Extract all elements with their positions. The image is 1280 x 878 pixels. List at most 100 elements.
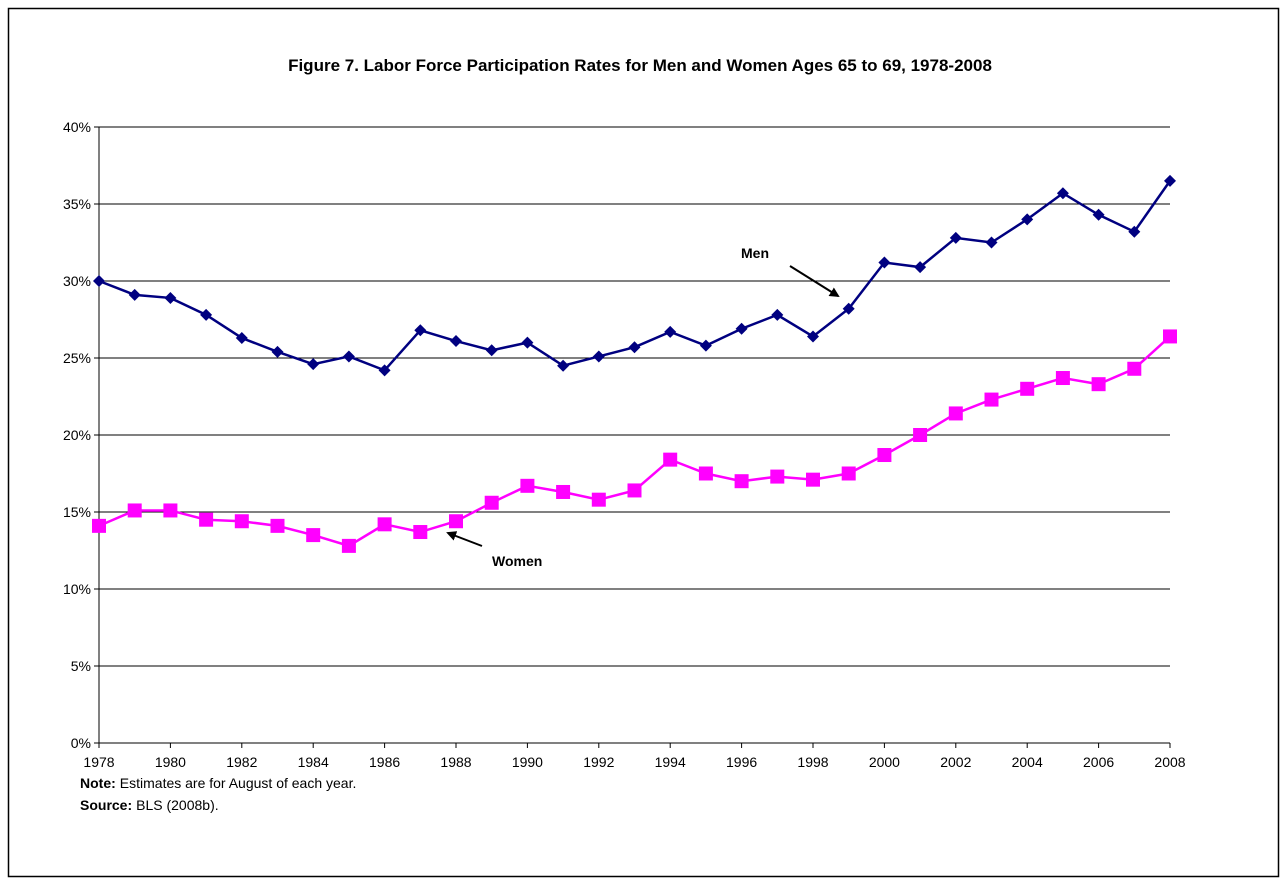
marker (200, 308, 213, 321)
marker (92, 518, 106, 533)
x-tick-label: 1978 (83, 754, 114, 770)
marker (556, 484, 571, 499)
marker (914, 261, 927, 274)
annotation: Men (741, 245, 769, 261)
x-tick-label: 2006 (1083, 754, 1114, 770)
x-tick-label: 2000 (869, 754, 900, 770)
x-tick-label: 1992 (583, 754, 614, 770)
marker (127, 503, 142, 518)
marker (270, 518, 285, 533)
marker (521, 336, 534, 349)
marker (1091, 377, 1106, 392)
marker (271, 345, 284, 358)
marker (378, 364, 391, 377)
marker (520, 478, 535, 493)
x-tick-label: 2004 (1012, 754, 1043, 770)
marker (878, 256, 891, 269)
series-line (98, 335, 1171, 548)
marker (450, 335, 462, 348)
marker (93, 275, 105, 287)
chart-title: Figure 7. Labor Force Participation Rate… (288, 56, 992, 75)
y-tick-label: 0% (71, 735, 91, 751)
marker (449, 514, 463, 529)
x-tick-label: 2002 (940, 754, 971, 770)
y-tick-label: 30% (63, 273, 91, 289)
marker (591, 492, 606, 507)
marker (485, 344, 498, 357)
marker (985, 236, 998, 249)
plot: 0% 5% 10% 15% 20% 25% 30% 35% 40% 1978 1980 1982 198… (63, 119, 1186, 770)
x-tick-label: 1988 (440, 754, 471, 770)
marker (592, 350, 605, 363)
marker (484, 495, 499, 510)
marker (842, 302, 855, 315)
marker (841, 466, 856, 481)
source: Source: BLS (2008b). (80, 797, 219, 813)
source-text: BLS (2008b). (136, 797, 219, 813)
frame (7, 7, 1280, 878)
note-text: Estimates are for August of each year. (120, 775, 357, 791)
marker (1056, 187, 1069, 200)
marker (414, 324, 427, 337)
marker (413, 525, 428, 540)
marker (1163, 329, 1177, 344)
marker (735, 322, 748, 335)
x-tick-label: 1982 (226, 754, 257, 770)
annotation: Women (492, 553, 542, 569)
y-tick-label: 40% (63, 119, 91, 135)
x-tick-label: 1990 (512, 754, 543, 770)
note: Note: Estimates are for August of each ye… (80, 775, 356, 791)
marker (734, 474, 749, 489)
marker (948, 406, 963, 421)
x-tick-label: 2008 (1154, 754, 1185, 770)
marker (164, 291, 177, 304)
y-tick-label: 5% (71, 658, 91, 674)
x-tick-label: 1986 (369, 754, 400, 770)
marker (664, 325, 677, 338)
marker (306, 528, 321, 543)
marker (342, 350, 355, 363)
marker (1127, 361, 1142, 376)
marker (949, 231, 962, 244)
marker (307, 358, 320, 371)
marker (1164, 174, 1176, 187)
marker (128, 288, 141, 301)
marker (235, 331, 248, 344)
y-tick-label: 25% (63, 350, 91, 366)
annotation-arrow (446, 531, 483, 547)
source-label: Source: (80, 797, 132, 813)
marker (377, 517, 392, 532)
marker (663, 452, 678, 467)
marker (698, 466, 713, 481)
marker (1128, 225, 1141, 238)
marker (1021, 213, 1034, 226)
marker (807, 330, 819, 343)
y-tick-label: 35% (63, 196, 91, 212)
marker (771, 308, 784, 321)
marker (1020, 381, 1035, 396)
x-tick-label: 1984 (298, 754, 329, 770)
x-tick-label: 1980 (155, 754, 186, 770)
marker (628, 341, 641, 354)
marker (806, 472, 820, 487)
x-tick-label: 1994 (655, 754, 686, 770)
marker (234, 514, 249, 529)
note-label: Note: (80, 775, 116, 791)
x-tick-label: 1998 (797, 754, 828, 770)
x-tick-label: 1996 (726, 754, 757, 770)
marker (984, 392, 999, 407)
annotation-arrow (789, 265, 840, 298)
marker (770, 469, 785, 484)
marker (163, 503, 178, 518)
marker (1092, 208, 1105, 221)
y-tick-label: 15% (63, 504, 91, 520)
marker (627, 483, 642, 498)
y-tick-label: 20% (63, 427, 91, 443)
marker (557, 359, 570, 372)
marker (1055, 371, 1070, 386)
marker (699, 339, 712, 352)
y-tick-label: 10% (63, 581, 91, 597)
marker (199, 512, 214, 527)
